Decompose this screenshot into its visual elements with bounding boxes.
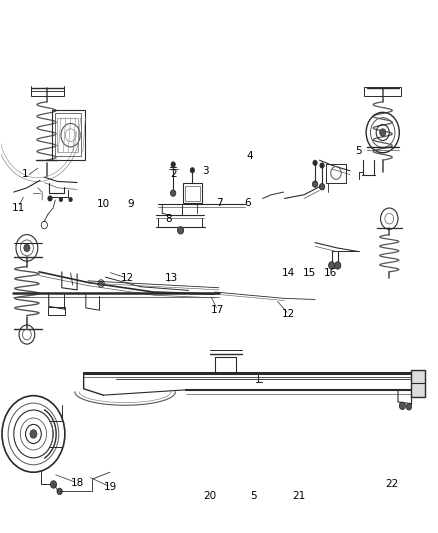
Circle shape [170,190,176,196]
Bar [55,114,81,156]
Circle shape [399,402,406,409]
Text: 15: 15 [302,268,315,278]
Text: 12: 12 [121,273,134,283]
Bar [183,182,201,203]
Text: 13: 13 [164,273,177,283]
Circle shape [30,430,37,438]
Circle shape [171,162,175,167]
Text: 22: 22 [385,480,398,489]
Text: 3: 3 [203,166,209,176]
Circle shape [24,244,30,252]
Text: 2: 2 [170,169,177,179]
Bar [48,307,65,316]
Circle shape [319,183,325,190]
Circle shape [59,197,63,201]
Circle shape [57,488,62,495]
Text: 12: 12 [282,309,296,319]
Bar [364,87,401,96]
Circle shape [406,403,412,410]
Bar [52,110,85,160]
Circle shape [335,262,341,269]
Circle shape [320,163,324,168]
Text: 4: 4 [246,151,253,161]
Text: 14: 14 [281,268,295,278]
Text: 10: 10 [97,199,110,209]
Text: 5: 5 [355,146,362,156]
Text: 17: 17 [211,305,224,315]
Bar [326,164,346,182]
Circle shape [380,129,386,136]
Circle shape [313,160,317,165]
Bar [185,185,200,200]
Text: 7: 7 [215,198,223,208]
Text: 11: 11 [11,203,25,213]
Text: 20: 20 [203,491,216,501]
Text: 16: 16 [324,268,337,278]
Text: 1: 1 [21,169,28,179]
Circle shape [328,262,335,269]
Circle shape [48,196,52,201]
Text: 21: 21 [292,491,305,501]
Text: 9: 9 [127,199,134,209]
Bar [57,118,78,152]
Text: 5: 5 [251,491,257,501]
Circle shape [312,181,318,187]
Circle shape [99,281,103,286]
Circle shape [177,227,184,234]
Bar [411,370,425,397]
Circle shape [50,481,57,488]
Text: 19: 19 [104,482,117,492]
Circle shape [190,167,194,173]
Text: 8: 8 [166,214,172,224]
Circle shape [69,197,72,201]
Text: 18: 18 [71,478,84,488]
Text: 6: 6 [244,198,251,208]
